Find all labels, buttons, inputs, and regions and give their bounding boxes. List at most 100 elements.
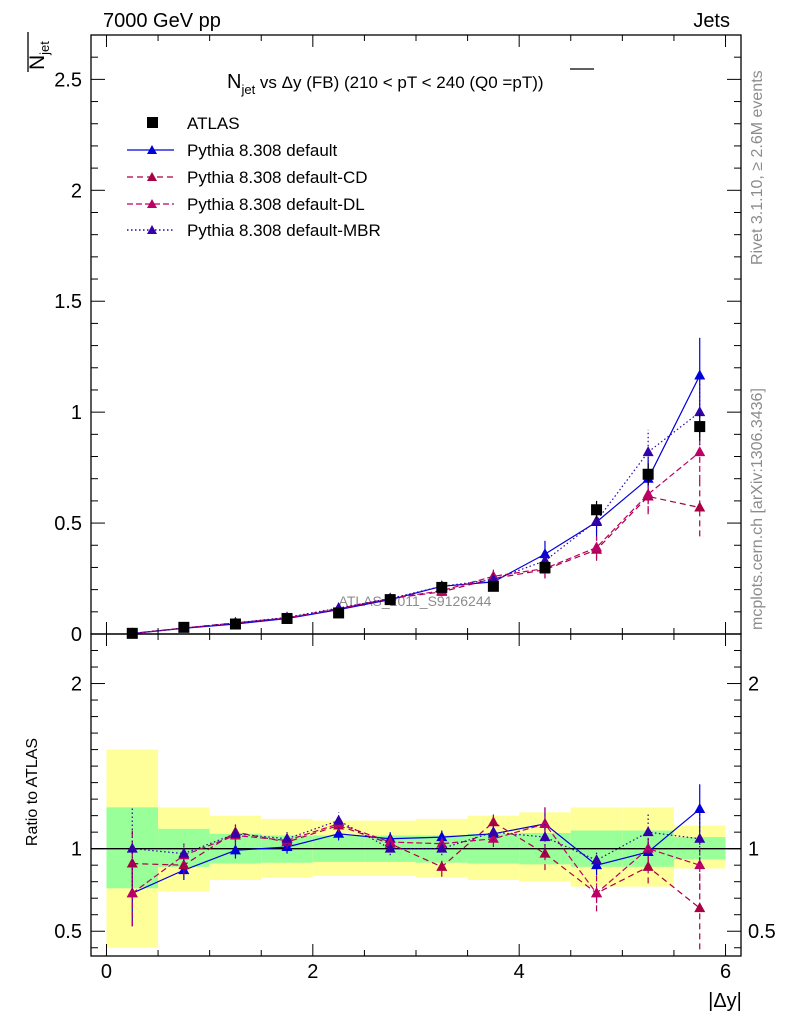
header-left: 7000 GeV pp: [103, 10, 221, 32]
main-point-dl: [591, 541, 603, 552]
ratio-point-mbr: [178, 847, 190, 858]
ratio-point-default: [229, 844, 241, 855]
y-tick-label-ratio: 0.5: [54, 921, 82, 943]
main-point-atlas: [487, 580, 499, 592]
main-point-atlas: [539, 561, 551, 573]
y-tick-label-main: 2: [71, 180, 82, 202]
title-rest: vs Δy (FB) (210 < pT < 240 (Q0 =: [255, 73, 512, 92]
ratio-point-default: [333, 827, 345, 838]
rivet-label: Rivet 3.1.10, ≥ 2.6M events: [749, 70, 766, 265]
main-point-atlas: [642, 468, 654, 480]
svg-text:Njet vs Δy (FB) (210 < pT < 24: Njet vs Δy (FB) (210 < pT < 240 (Q0 =pT)…: [227, 71, 544, 97]
x-axis-label: |Δy|: [708, 990, 742, 1012]
y-tick-label-main: 0: [71, 624, 82, 646]
main-point-atlas: [333, 607, 345, 619]
main-point-atlas: [178, 621, 190, 633]
plot-title: Njet vs Δy (FB) (210 < pT < 240 (Q0 =pT)…: [227, 68, 594, 97]
ratio-point-mbr: [281, 832, 293, 843]
main-point-mbr: [591, 514, 603, 525]
ratio-point-mbr: [229, 827, 241, 838]
y-tick-label-ratio-right: 2: [748, 674, 759, 696]
header-right: Jets: [693, 10, 730, 32]
y-axis-label-top: Njet: [26, 32, 52, 72]
y-tick-label-main: 2.5: [54, 69, 82, 91]
legend-label-default: Pythia 8.308 default: [187, 141, 338, 160]
ratio-line-cd: [132, 821, 701, 909]
ratio-line-dl: [131, 823, 700, 895]
ratio-point-mbr: [539, 831, 551, 842]
ratio-point-mbr: [487, 826, 499, 837]
ratio-point-mbr: [694, 832, 706, 843]
title-pt: pT: [512, 73, 532, 92]
x-tick-label: 4: [514, 961, 525, 983]
main-point-mbr: [642, 446, 654, 457]
ratio-frame: [90, 633, 742, 957]
main-point-mbr: [694, 406, 706, 417]
legend-marker-dl: [147, 199, 157, 208]
series-layer: [126, 337, 706, 950]
analysis-watermark: ATLAS_2011_S9126244: [339, 593, 492, 609]
main-point-atlas: [436, 581, 448, 593]
main-point-default: [694, 369, 706, 380]
ratio-point-dl: [487, 832, 499, 843]
legend-label-dl: Pythia 8.308 default-DL: [187, 195, 365, 214]
ratio-point-dl: [591, 887, 603, 898]
y-tick-label-main: 1.5: [54, 291, 82, 313]
y-tick-label-ratio-right: 0.5: [748, 921, 776, 943]
ratio-point-mbr: [126, 842, 138, 853]
title-sub: jet: [240, 82, 255, 97]
main-point-dl: [642, 488, 654, 499]
x-tick-label: 6: [720, 961, 731, 983]
main-point-atlas: [126, 627, 138, 639]
y-tick-label-ratio-right: 1: [748, 839, 759, 861]
y-tick-label-main: 1: [71, 402, 82, 424]
axes: 0 2 4 6 0 0.5 1 1.5 2 2.5 0.5 0.5 1 1 2 2: [54, 34, 776, 983]
main-line-default: [132, 375, 701, 635]
mcplots-label: mcplots.cern.ch [arXiv:1306.3436]: [749, 388, 766, 630]
uncertainty-bands: [91, 749, 741, 948]
ratio-point-mbr: [591, 854, 603, 865]
x-tick-label: 0: [101, 961, 112, 983]
svg-text:Njet: Njet: [26, 41, 52, 70]
y-tick-label-ratio: 2: [71, 674, 82, 696]
legend-label-atlas: ATLAS: [187, 114, 240, 133]
title-n: N: [227, 71, 241, 93]
ratio-point-dl: [126, 887, 138, 898]
ratio-point-cd: [694, 902, 706, 913]
ratio-point-cd: [487, 816, 499, 827]
y-tick-label-main: 0.5: [54, 513, 82, 535]
x-tick-label: 2: [307, 961, 318, 983]
ratio-point-mbr: [642, 826, 654, 837]
ratio-point-cd: [436, 860, 448, 871]
ylabel-sub: jet: [37, 41, 52, 56]
ratio-point-dl: [539, 817, 551, 828]
main-point-atlas: [281, 612, 293, 624]
ratio-point-mbr: [333, 814, 345, 825]
ratio-point-default: [694, 803, 706, 814]
ratio-line-default: [132, 808, 701, 894]
y-axis-label-ratio: Ratio to ATLAS: [24, 738, 41, 846]
ratio-point-default: [436, 831, 448, 842]
main-point-dl: [694, 446, 706, 457]
ratio-point-mbr: [436, 842, 448, 853]
ratio-point-cd: [642, 860, 654, 871]
y-tick-label-ratio: 1: [71, 839, 82, 861]
legend-marker-default: [147, 145, 157, 154]
main-point-atlas: [591, 504, 603, 516]
main-line-cd: [132, 495, 700, 634]
legend-marker-mbr: [147, 225, 157, 234]
ylabel-n: N: [26, 55, 49, 70]
legend-label-mbr: Pythia 8.308 default-MBR: [187, 221, 381, 240]
ratio-line-mbr: [132, 819, 700, 861]
main-line-dl: [132, 451, 701, 635]
main-point-atlas: [384, 594, 396, 606]
ratio-point-mbr: [384, 842, 396, 853]
main-point-atlas: [229, 618, 241, 630]
ratio-point-dl: [384, 836, 396, 847]
legend-marker-atlas: [147, 117, 158, 128]
legend-label-cd: Pythia 8.308 default-CD: [187, 168, 368, 187]
legend-marker-cd: [147, 172, 157, 181]
ratio-point-dl: [694, 859, 706, 870]
main-point-atlas: [694, 421, 706, 433]
